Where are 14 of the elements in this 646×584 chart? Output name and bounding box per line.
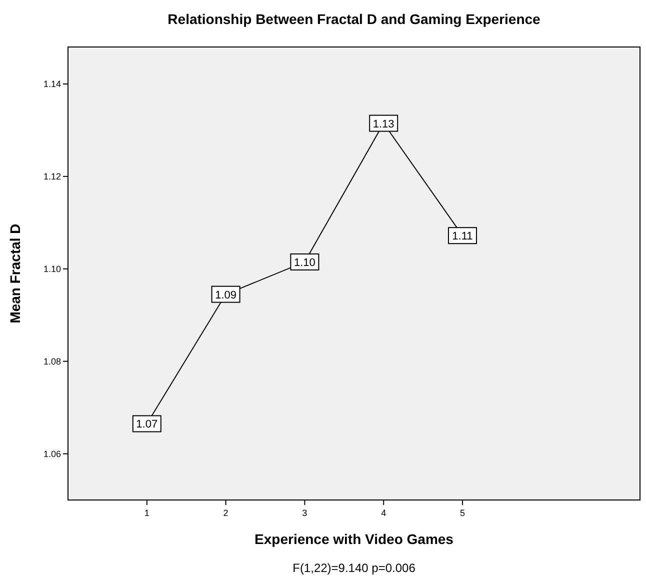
x-tick-label: 2 <box>223 508 228 518</box>
x-axis-title: Experience with Video Games <box>254 531 454 547</box>
x-tick-label: 4 <box>381 508 386 518</box>
text: F(1,22)=9.140 p=0.006 <box>292 561 416 575</box>
text: 1.06 <box>43 448 61 459</box>
y-axis-title: Mean Fractal D <box>7 224 23 324</box>
text: 1.08 <box>43 356 61 366</box>
x-tick-label: 5 <box>460 508 465 518</box>
x-tick-label: 3 <box>302 508 308 518</box>
text: 1.10 <box>43 264 61 274</box>
x-tick-label: 1 <box>144 508 150 518</box>
chart-title: Relationship Between Fractal D and Gaming Experience <box>168 11 541 27</box>
text: 1.12 <box>43 171 61 182</box>
text: 1.14 <box>43 78 61 89</box>
